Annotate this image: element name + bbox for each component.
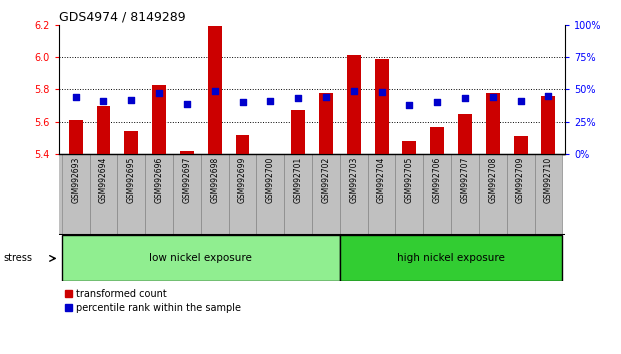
Bar (514, 136, 528, 154)
Bar (535, 154, 563, 235)
Bar (96, 105, 111, 154)
Text: GSM992710: GSM992710 (544, 156, 553, 203)
Text: GSM992700: GSM992700 (266, 156, 275, 203)
Bar (430, 126, 444, 154)
Bar (368, 154, 396, 235)
Bar (319, 93, 333, 154)
Bar (542, 96, 555, 154)
Point (543, 93, 553, 99)
Text: GSM992699: GSM992699 (238, 156, 247, 203)
Bar (61, 235, 340, 281)
Text: GSM992698: GSM992698 (211, 156, 219, 203)
Text: GSM992695: GSM992695 (127, 156, 136, 203)
Bar (152, 85, 166, 154)
Point (265, 98, 275, 104)
Bar (312, 154, 340, 235)
Text: GSM992697: GSM992697 (183, 156, 191, 203)
Bar (89, 154, 117, 235)
Point (126, 97, 136, 103)
Text: GSM992705: GSM992705 (405, 156, 414, 203)
Bar (340, 154, 368, 235)
Bar (229, 154, 256, 235)
Bar (347, 56, 361, 154)
Point (238, 99, 248, 105)
Point (154, 90, 164, 96)
Bar (458, 114, 472, 154)
Text: GSM992701: GSM992701 (294, 156, 302, 203)
Bar (402, 141, 416, 154)
Bar (374, 59, 389, 154)
Bar (486, 93, 500, 154)
Text: GSM992702: GSM992702 (322, 156, 330, 203)
Point (71, 94, 81, 100)
Text: GSM992696: GSM992696 (155, 156, 163, 203)
Bar (208, 27, 222, 154)
Point (210, 88, 220, 93)
Text: GDS4974 / 8149289: GDS4974 / 8149289 (59, 11, 186, 24)
Bar (124, 131, 138, 154)
Point (182, 101, 192, 107)
Text: GSM992706: GSM992706 (433, 156, 442, 203)
Point (515, 98, 525, 104)
Point (432, 99, 442, 105)
Text: GSM992708: GSM992708 (488, 156, 497, 203)
Bar (291, 110, 305, 154)
Text: GSM992709: GSM992709 (516, 156, 525, 203)
Point (404, 102, 414, 108)
Bar (173, 154, 201, 235)
Bar (180, 151, 194, 154)
Bar (256, 154, 284, 235)
Bar (235, 135, 250, 154)
Point (321, 94, 331, 100)
Bar (117, 154, 145, 235)
Bar (396, 154, 424, 235)
Text: high nickel exposure: high nickel exposure (397, 253, 505, 263)
Text: GSM992693: GSM992693 (71, 156, 80, 203)
Text: stress: stress (3, 253, 32, 263)
Point (460, 96, 470, 101)
Bar (340, 235, 563, 281)
Bar (201, 154, 229, 235)
Text: GSM992703: GSM992703 (349, 156, 358, 203)
Point (99, 98, 109, 104)
Point (488, 94, 498, 100)
Text: low nickel exposure: low nickel exposure (150, 253, 252, 263)
Bar (69, 120, 83, 154)
Legend: transformed count, percentile rank within the sample: transformed count, percentile rank withi… (64, 288, 242, 314)
Bar (451, 154, 479, 235)
Bar (479, 154, 507, 235)
Bar (284, 154, 312, 235)
Text: GSM992704: GSM992704 (377, 156, 386, 203)
Point (293, 96, 303, 101)
Bar (61, 154, 89, 235)
Bar (507, 154, 535, 235)
Bar (145, 154, 173, 235)
Point (349, 88, 359, 93)
Bar (424, 154, 451, 235)
Text: GSM992694: GSM992694 (99, 156, 108, 203)
Point (376, 89, 386, 95)
Text: GSM992707: GSM992707 (461, 156, 469, 203)
